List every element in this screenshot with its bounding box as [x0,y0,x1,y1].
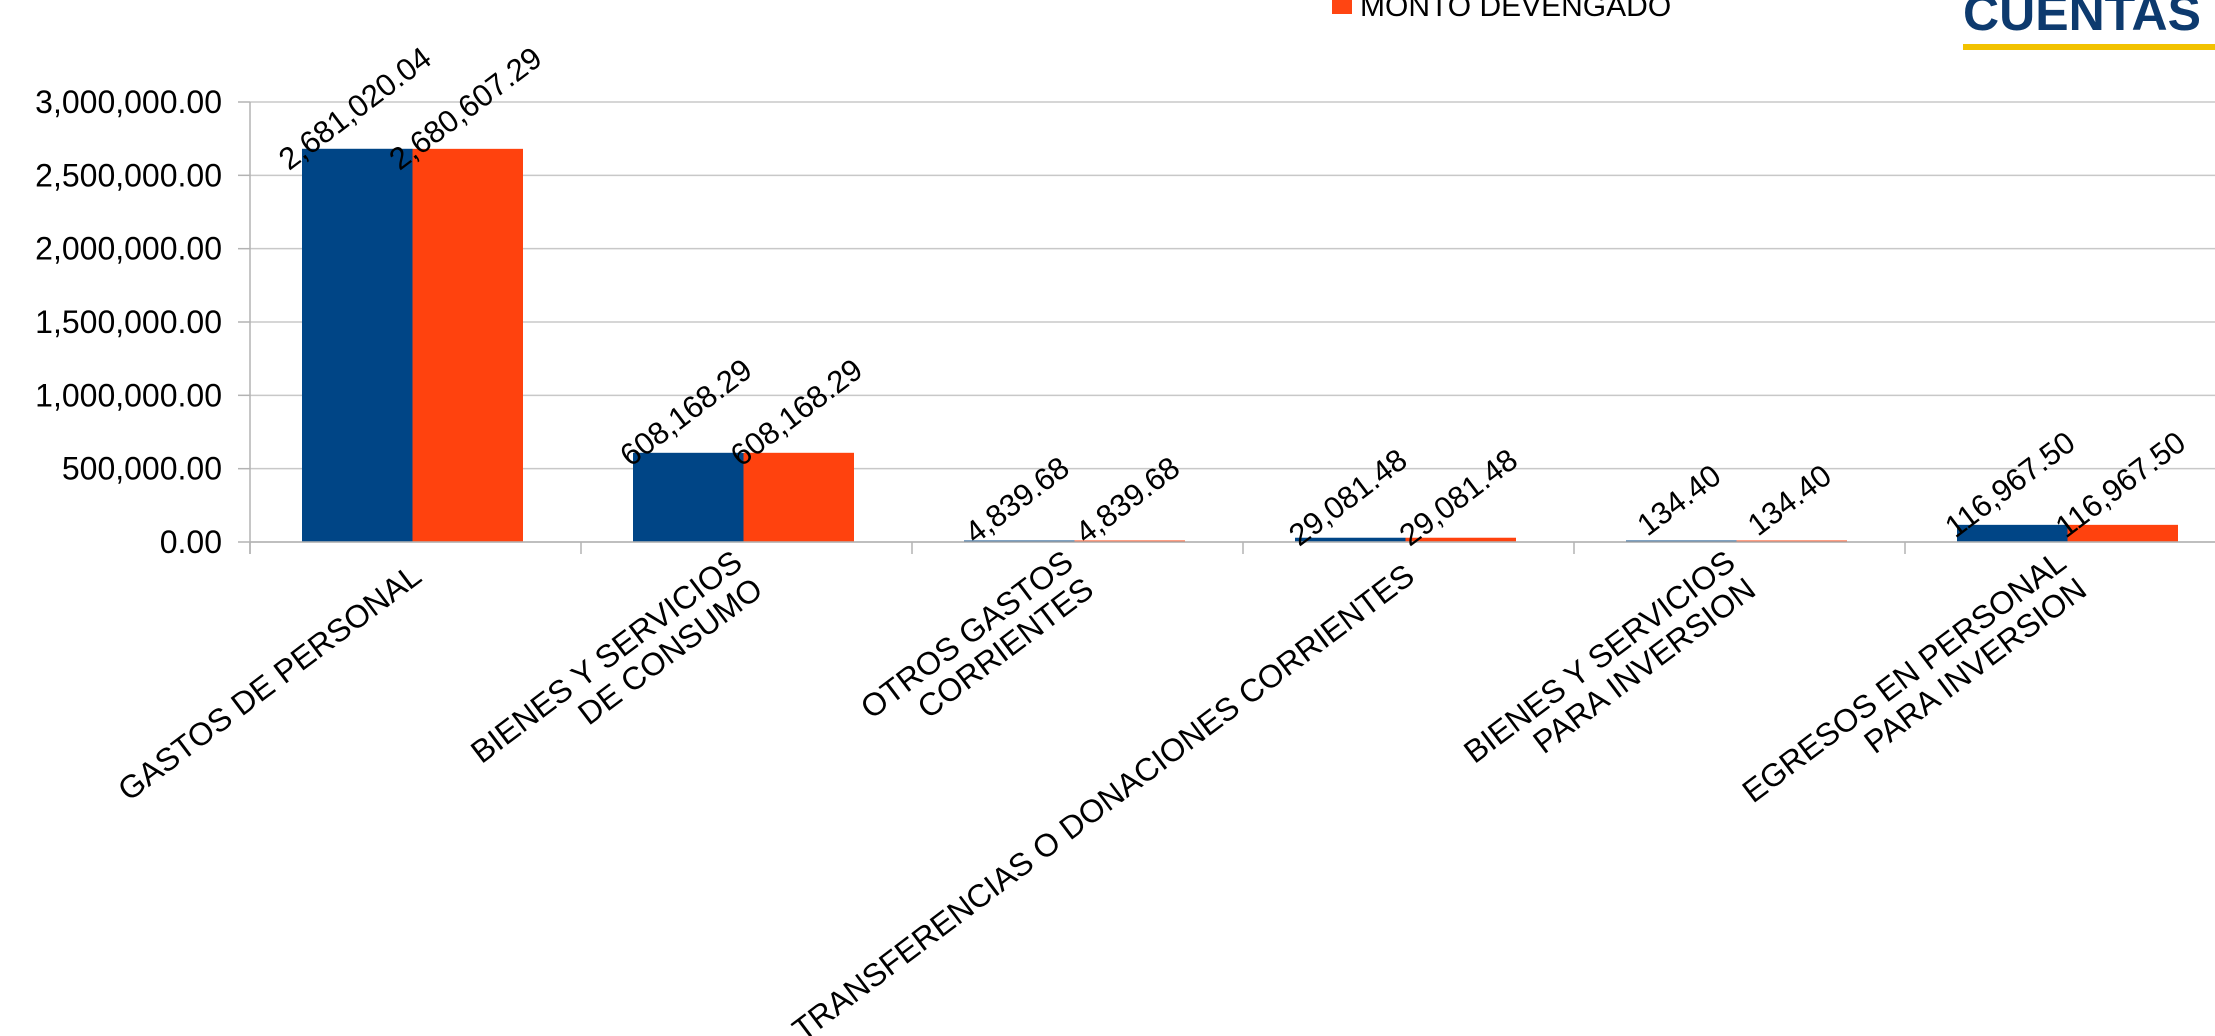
y-tick-label: 1,000,000.00 [35,377,222,413]
category-label-line: TRANSFERENCIAS O DONACIONES CORRIENTES [786,557,1421,1036]
logo-underline [1963,44,2215,50]
y-tick-label: 3,000,000.00 [35,84,222,120]
data-label-series-1-cat-3: 4,839.68 [958,450,1075,551]
data-label-series-2-cat-4: 29,081.48 [1393,442,1524,553]
bars [302,148,2178,542]
bar-series-1-cat-4 [1295,537,1406,542]
y-tick-label: 500,000.00 [62,451,222,487]
y-tick-label: 0.00 [160,524,222,560]
y-axis-tick-labels: 0.00 500,000.00 1,000,000.00 1,500,000.00 2,… [35,84,222,560]
data-label-series-1-cat-5: 134.40 [1631,458,1728,543]
y-tick-label: 1,500,000.00 [35,304,222,340]
category-label-5: BIENES Y SERVICIOSPARA INVERSION [1457,543,1762,797]
data-label-series-2-cat-3: 4,839.68 [1069,450,1186,551]
category-label-line: BIENES Y SERVICIOS [464,543,748,770]
legend-label-monto-devengado: MONTO DEVENGADO [1360,0,1671,23]
bar-series-2-cat-4 [1405,537,1516,542]
data-label-series-1-cat-4: 29,081.48 [1282,442,1413,553]
bar-series-1-cat-1 [302,148,413,542]
bar-series-1-cat-2 [633,452,744,542]
logo: CUENTAS 2 [1963,0,2215,50]
grid-lines [238,101,2215,543]
bar-series-2-cat-2 [743,452,854,542]
category-label-6: EGRESOS EN PERSONALPARA INVERSION [1736,543,2093,836]
category-label-4: TRANSFERENCIAS O DONACIONES CORRIENTES [786,557,1421,1036]
bar-series-1-cat-6 [1957,524,2068,542]
y-tick-label: 2,000,000.00 [35,231,222,267]
category-label-1: GASTOS DE PERSONAL [111,557,428,808]
category-label-2: BIENES Y SERVICIOSDE CONSUMO [464,543,769,797]
data-label-series-2-cat-5: 134.40 [1741,458,1838,543]
category-label-line: EGRESOS EN PERSONAL [1736,543,2073,809]
y-tick-label: 2,500,000.00 [35,157,222,193]
legend: MONTO DEVENGADO [1332,0,1671,23]
axes [249,102,2215,554]
x-axis-category-labels: GASTOS DE PERSONAL BIENES Y SERVICIOSDE C… [111,543,2093,1036]
bar-series-2-cat-1 [412,148,523,542]
category-label-3: OTROS GASTOSCORRIENTES [854,543,1100,753]
logo-text: CUENTAS 2 [1963,0,2215,41]
category-label-line: GASTOS DE PERSONAL [111,557,428,808]
legend-swatch-monto-devengado [1332,0,1352,14]
category-label-line: BIENES Y SERVICIOS [1457,543,1741,770]
bar-series-2-cat-6 [2067,524,2178,542]
